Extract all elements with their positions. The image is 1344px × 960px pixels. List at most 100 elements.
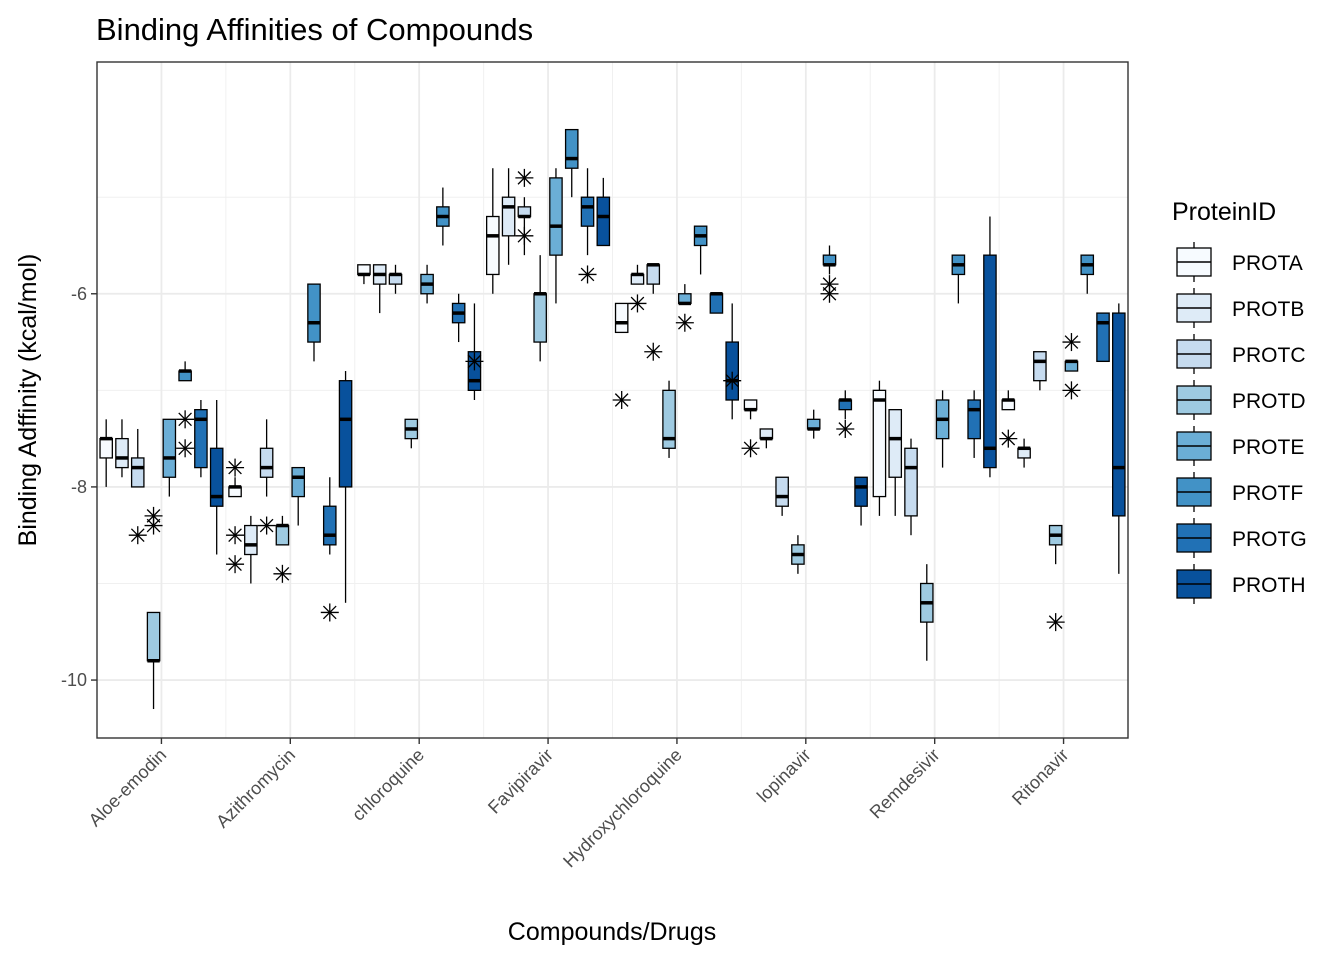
outlier-point xyxy=(226,555,245,574)
outlier-point xyxy=(226,526,245,545)
box-body xyxy=(596,196,611,247)
box-Azithromycin-PROTB xyxy=(244,515,258,584)
box-Favipiravir-PROTF xyxy=(564,128,579,198)
box-chloroquine-PROTD xyxy=(404,418,419,449)
box-Hydroxychloroquine-PROTB xyxy=(628,264,647,313)
outlier-point xyxy=(1062,333,1081,352)
box-Favipiravir-PROTD xyxy=(533,255,547,362)
x-axis-title: Compounds/Drugs xyxy=(508,918,716,946)
outlier-point xyxy=(644,342,663,361)
legend-label: PROTA xyxy=(1232,252,1303,275)
box-body xyxy=(291,466,306,498)
legend-item-protb: PROTB xyxy=(1176,288,1304,328)
box-Aloe-emodin-PROTC xyxy=(128,428,147,545)
legend-title: ProteinID xyxy=(1172,198,1276,226)
box-body xyxy=(725,341,739,401)
outlier-point xyxy=(836,419,855,438)
outlier-point xyxy=(1062,381,1081,400)
box-Ritonavir-PROTH xyxy=(1112,303,1126,574)
box-Ritonavir-PROTA xyxy=(999,390,1018,448)
box-body xyxy=(162,418,177,478)
box-Azithromycin-PROTE xyxy=(291,466,306,526)
outlier-point xyxy=(273,564,292,583)
box-Azithromycin-PROTG xyxy=(320,477,339,622)
legend-label: PROTC xyxy=(1232,344,1306,367)
box-body xyxy=(564,128,579,169)
box-lopinavir-PROTG xyxy=(836,390,855,438)
x-tick-label: Hydroxychloroquine xyxy=(559,745,686,872)
outlier-point xyxy=(578,265,597,284)
box-chloroquine-PROTG xyxy=(451,293,466,343)
box-body xyxy=(888,409,903,478)
box-plots xyxy=(99,128,1126,710)
box-Favipiravir-PROTH xyxy=(596,177,611,247)
box-body xyxy=(209,447,224,507)
box-Remdesivir-PROTE xyxy=(935,390,950,468)
outlier-point xyxy=(820,284,839,303)
box-Aloe-emodin-PROTB xyxy=(115,419,129,478)
box-chloroquine-PROTB xyxy=(372,264,387,314)
box-Ritonavir-PROTE xyxy=(1062,333,1081,400)
box-Ritonavir-PROTB xyxy=(1017,438,1031,468)
y-axis-title: Binding Adffinity (kcal/mol) xyxy=(14,254,42,547)
box-Hydroxychloroquine-PROTD xyxy=(662,380,676,458)
grid-lines xyxy=(97,62,1128,738)
box-chloroquine-PROTH xyxy=(465,303,484,400)
x-tick-label: Favipiravir xyxy=(484,745,557,818)
legend-item-prota: PROTA xyxy=(1176,242,1303,282)
outlier-point xyxy=(226,458,245,477)
outlier-point xyxy=(144,516,163,535)
x-tick-label: lopinavir xyxy=(753,745,815,807)
x-tick-label: Aloe-emodin xyxy=(85,745,171,831)
box-Remdesivir-PROTF xyxy=(951,254,966,304)
box-Azithromycin-PROTH xyxy=(338,371,353,603)
box-Hydroxychloroquine-PROTA xyxy=(612,302,631,409)
outlier-point xyxy=(723,371,742,390)
box-body xyxy=(967,399,981,440)
box-Ritonavir-PROTD xyxy=(1046,524,1065,632)
box-Azithromycin-PROTD xyxy=(273,515,292,583)
box-lopinavir-PROTE xyxy=(806,409,821,439)
outlier-point xyxy=(999,429,1018,448)
outlier-point xyxy=(320,603,339,622)
box-body xyxy=(99,437,113,459)
box-body xyxy=(1096,312,1110,363)
chart-title: Binding Affinities of Compounds xyxy=(96,12,533,47)
box-body xyxy=(115,437,129,469)
y-tick-label: -10 xyxy=(61,670,87,690)
legend-label: PROTH xyxy=(1232,574,1306,597)
box-body xyxy=(307,283,321,343)
box-Favipiravir-PROTE xyxy=(549,168,563,304)
x-tick-label: Azithromycin xyxy=(212,745,299,832)
box-chloroquine-PROTF xyxy=(436,187,450,246)
box-chloroquine-PROTE xyxy=(420,264,434,304)
outlier-point xyxy=(628,294,647,313)
legend: ProteinID PROTA PROTB PROTC PROTD PROTE PROTF… xyxy=(1172,198,1307,604)
box-Favipiravir-PROTA xyxy=(486,168,500,294)
box-body xyxy=(872,389,887,498)
box-lopinavir-PROTF xyxy=(820,245,839,303)
box-Remdesivir-PROTA xyxy=(872,380,887,516)
box-body xyxy=(486,215,500,276)
box-body xyxy=(1112,312,1126,517)
box-body xyxy=(904,447,918,517)
legend-item-proth: PROTH xyxy=(1176,564,1306,604)
outlier-point xyxy=(128,526,147,545)
box-body xyxy=(662,389,676,449)
x-tick-label: Ritonavir xyxy=(1008,745,1072,809)
legend-items: PROTA PROTB PROTC PROTD PROTE PROTF PROTG PROTH xyxy=(1176,242,1307,604)
box-body xyxy=(501,196,516,237)
outlier-point xyxy=(820,275,839,294)
box-Remdesivir-PROTB xyxy=(888,409,903,516)
box-body xyxy=(709,293,724,314)
box-Hydroxychloroquine-PROTE xyxy=(675,284,694,332)
legend-label: PROTG xyxy=(1232,528,1307,551)
box-Aloe-emodin-PROTG xyxy=(194,400,208,478)
box-body xyxy=(775,476,789,507)
legend-item-protc: PROTC xyxy=(1176,334,1306,374)
box-body xyxy=(146,611,161,662)
box-Ritonavir-PROTC xyxy=(1033,351,1047,391)
outlier-point xyxy=(465,352,484,371)
outlier-point xyxy=(675,313,694,332)
